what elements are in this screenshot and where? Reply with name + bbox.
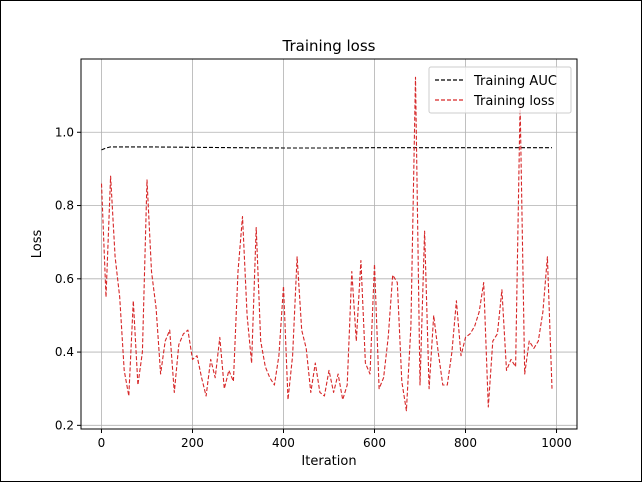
- series-line-training-loss: [100, 76, 553, 412]
- chart-title: Training loss: [282, 37, 376, 55]
- y-tick-label: 1.0: [55, 125, 74, 139]
- y-axis-label: Loss: [30, 230, 45, 259]
- x-axis-label: Iteration: [301, 454, 356, 469]
- legend-label-training-loss: Training loss: [473, 94, 555, 109]
- y-tick-label: 0.6: [55, 272, 74, 286]
- x-tick-label: 600: [363, 436, 386, 450]
- axis-ticks: 0 200 400 600 800 1000 0.2 0.4 0.6 0.8 1.0: [55, 125, 572, 450]
- legend-label-training-auc: Training AUC: [473, 74, 557, 89]
- x-tick-label: 1000: [541, 436, 572, 450]
- x-tick-label: 400: [272, 436, 295, 450]
- plot-area-frame: [80, 58, 578, 430]
- y-tick-label: 0.2: [55, 418, 74, 432]
- x-tick-label: 0: [98, 436, 106, 450]
- series-lines: [100, 76, 553, 412]
- series-line-training-auc: [101, 146, 552, 151]
- legend: Training AUC Training loss: [428, 66, 572, 114]
- x-tick-label: 800: [454, 436, 477, 450]
- grid: [81, 59, 577, 429]
- y-tick-label: 0.4: [55, 345, 74, 359]
- legend-box: [428, 66, 572, 114]
- x-tick-label: 200: [181, 436, 204, 450]
- y-tick-label: 0.8: [55, 199, 74, 213]
